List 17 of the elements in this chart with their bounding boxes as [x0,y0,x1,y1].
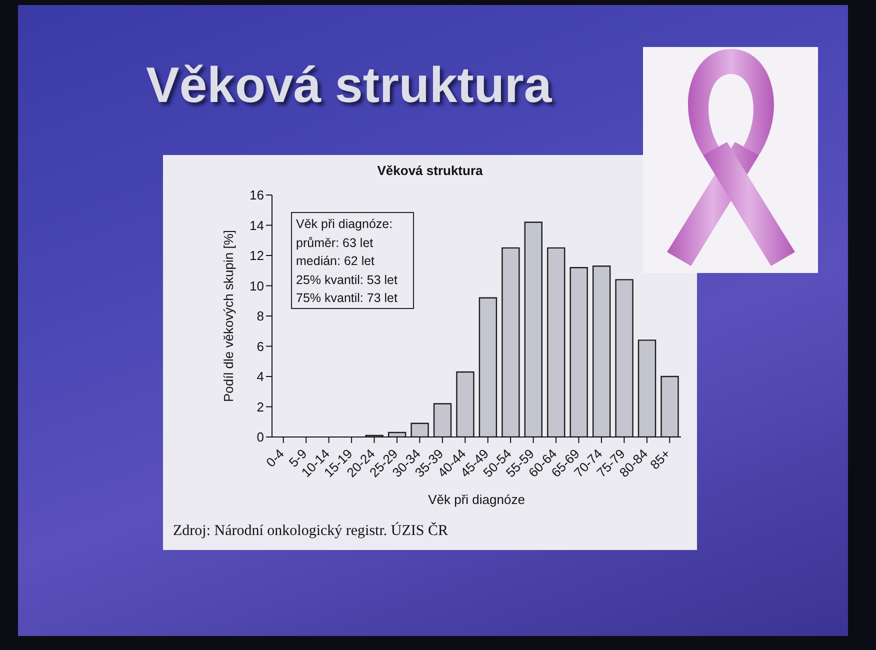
y-tick-label: 12 [250,248,264,264]
chart-title: Věková struktura [146,57,552,113]
text: Zdroj: Národní onkologický registr. ÚZIS ČR [173,523,448,539]
x-tick-label: 85+ [646,446,673,472]
annotation: Věk při diagnóze: průměr: 63 let medián: 62 let 25% kvantil: 53 let 75% kvantil: 73 let [296,217,398,305]
y-tick-label: 2 [256,399,264,414]
y-tick-label: 6 [256,338,264,354]
y-tick-label: 0 [256,430,264,445]
chart-subtitle: Věková struktura [377,163,483,178]
y-axis-title: Podíl dle věkových skupin [%] [221,230,236,402]
x-axis-title: Věk při diagnóze [428,492,525,507]
x-tick-label: 0-4 [262,446,287,470]
y-tick-label: 8 [256,308,264,324]
y-tick-label: 4 [256,369,264,384]
y-tick-label: 10 [250,278,264,294]
y-tick-label: 16 [250,188,264,203]
y-tick-label: 14 [250,218,264,233]
